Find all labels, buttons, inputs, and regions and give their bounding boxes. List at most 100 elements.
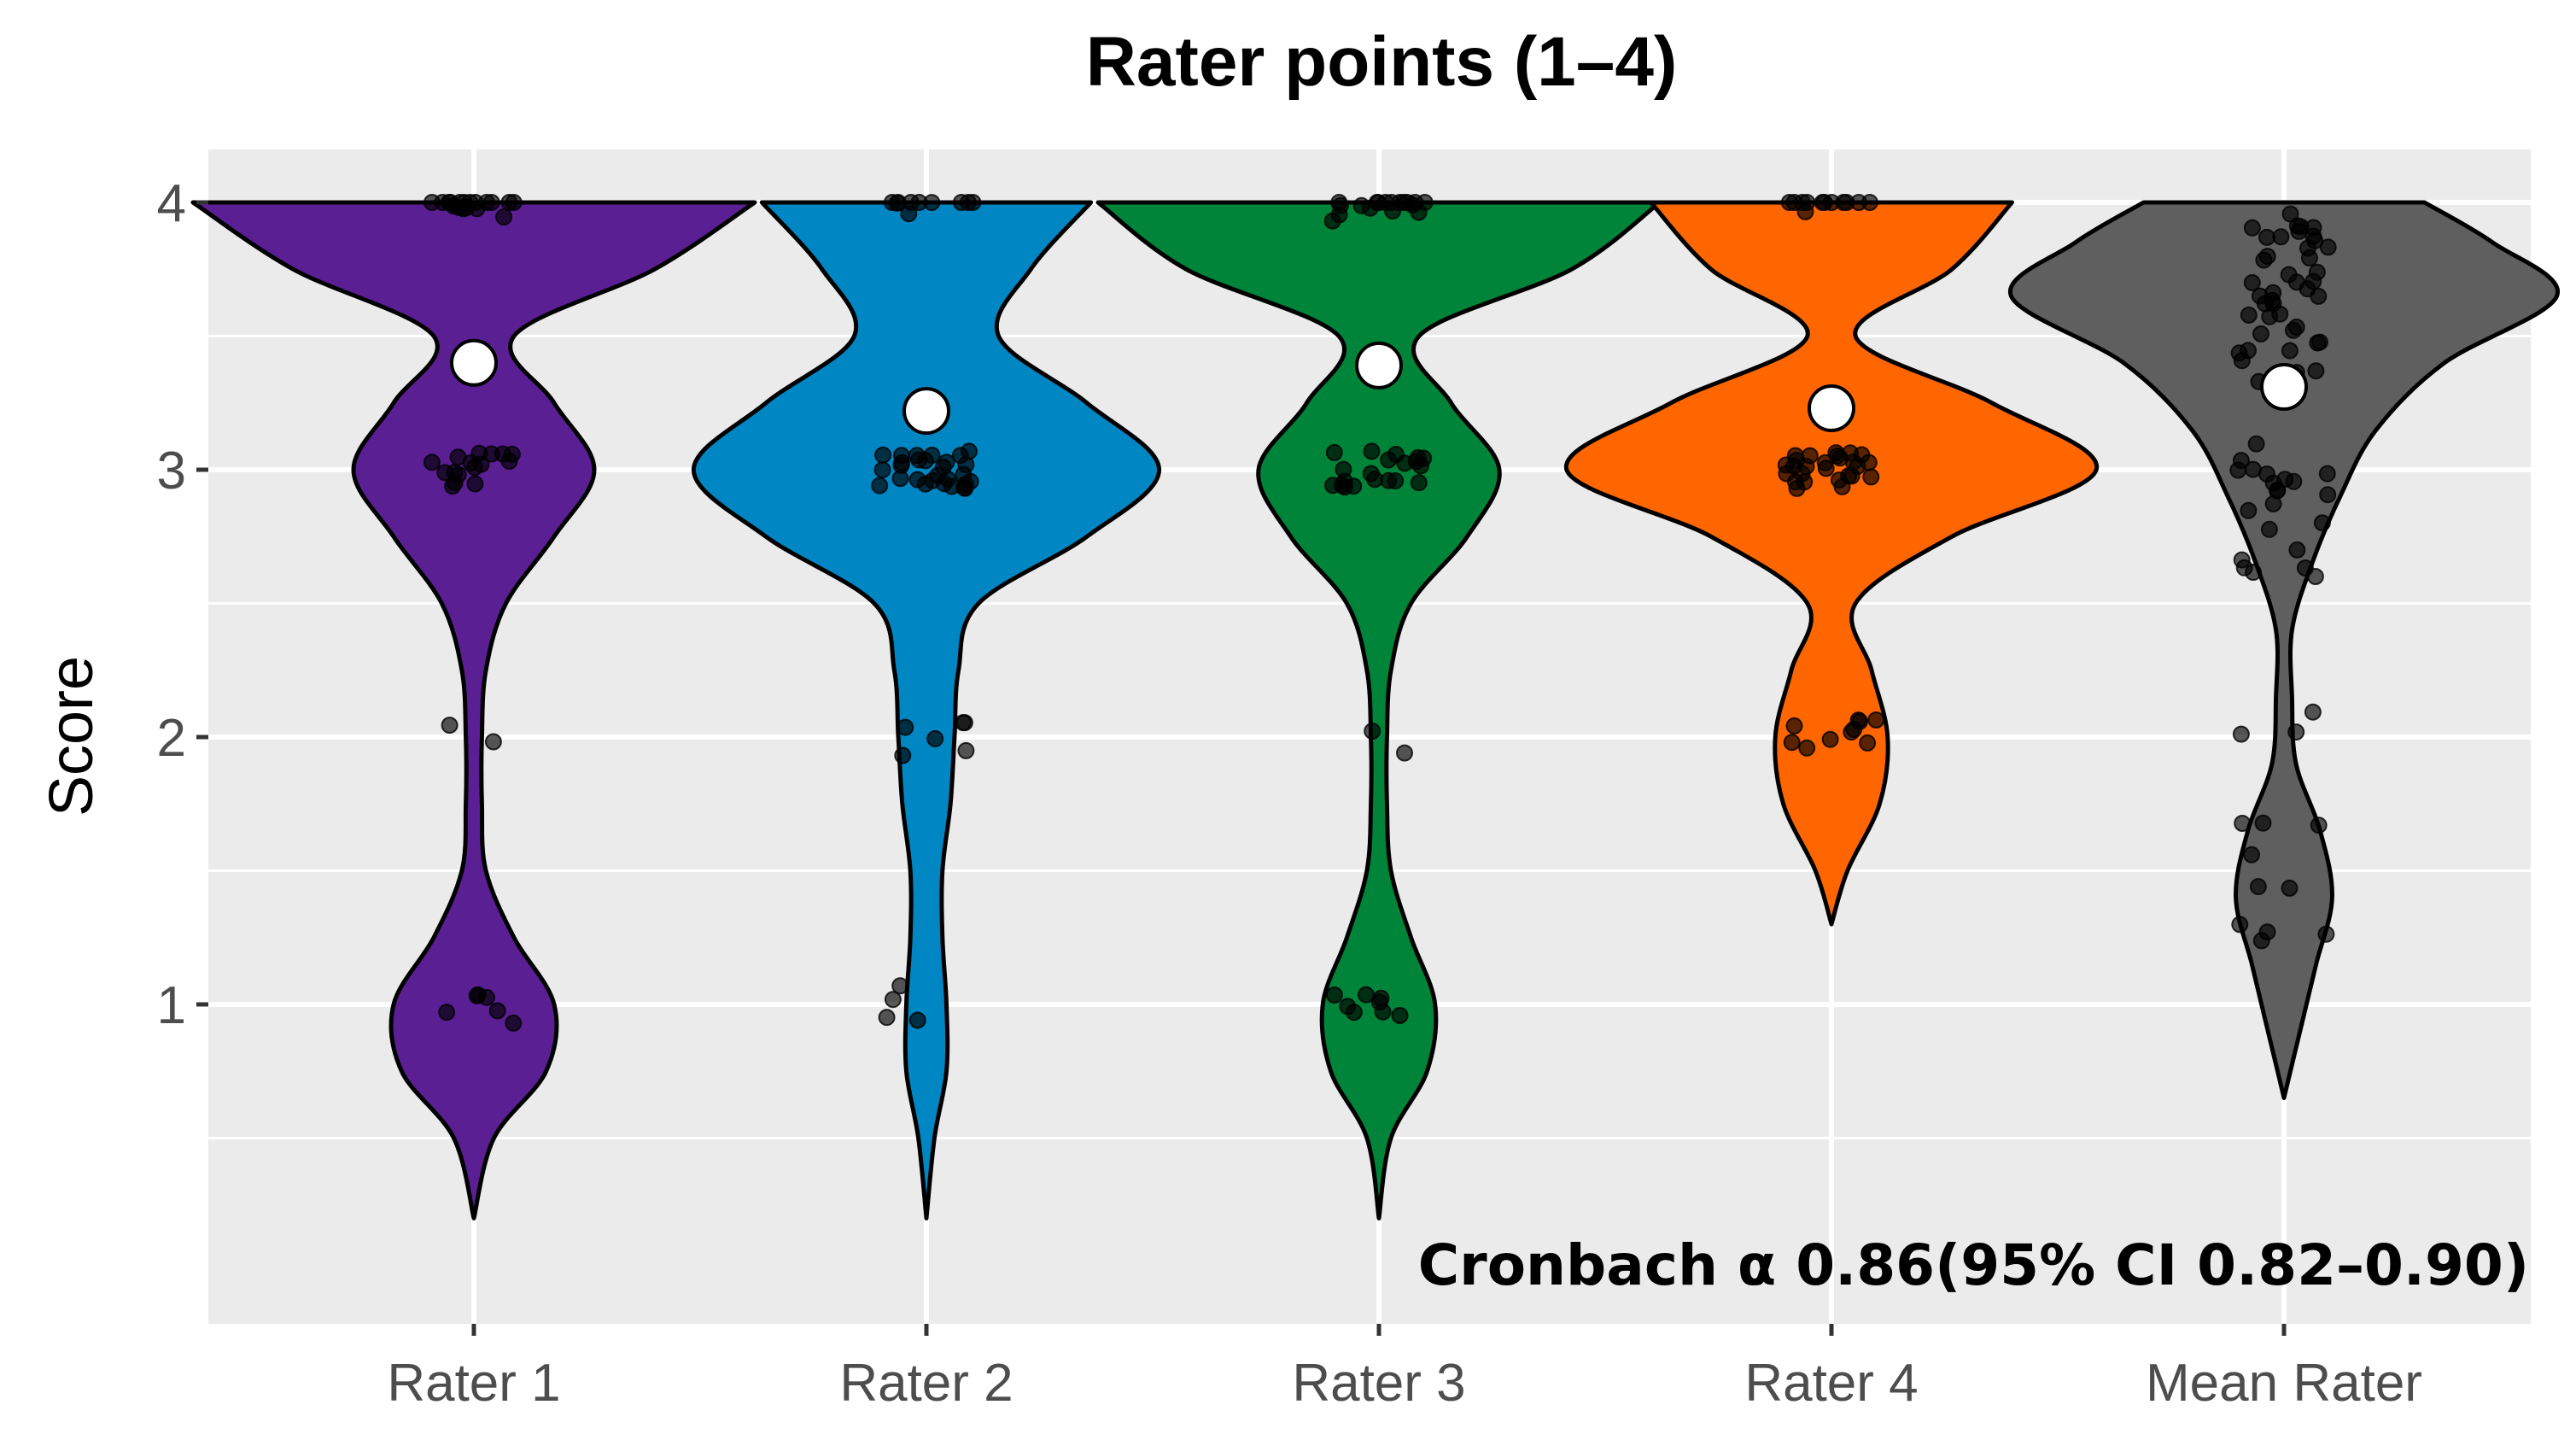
data-point xyxy=(1345,477,1363,495)
mean-marker xyxy=(902,387,950,436)
data-point xyxy=(1860,194,1878,211)
data-point xyxy=(423,454,441,471)
data-point xyxy=(2281,879,2299,897)
data-point xyxy=(2304,219,2322,237)
data-point xyxy=(2288,541,2306,559)
data-point xyxy=(2254,814,2272,832)
data-point xyxy=(2252,325,2269,342)
data-point xyxy=(1843,723,1860,741)
data-point xyxy=(908,447,926,465)
data-point xyxy=(2287,273,2305,291)
data-point xyxy=(2231,916,2249,934)
data-point xyxy=(2258,228,2275,246)
data-point xyxy=(1363,442,1381,460)
data-point xyxy=(2272,228,2290,246)
x-tick-label: Mean Rater xyxy=(2146,1354,2422,1413)
y-axis-title: Score xyxy=(38,656,106,817)
data-point xyxy=(2233,551,2251,569)
data-point xyxy=(2243,219,2261,237)
data-point xyxy=(1345,1004,1363,1021)
data-point xyxy=(929,466,947,484)
data-point xyxy=(2263,291,2281,309)
x-tick-label: Rater 4 xyxy=(1744,1354,1918,1413)
data-point xyxy=(2307,362,2325,380)
data-point xyxy=(488,1002,506,1020)
data-point xyxy=(1332,196,1349,214)
data-point xyxy=(926,729,944,747)
y-tick-label: 1 xyxy=(157,976,186,1035)
mean-marker xyxy=(1808,384,1855,432)
data-point xyxy=(2317,925,2335,943)
data-point xyxy=(2269,482,2286,500)
data-point xyxy=(871,477,889,495)
data-point xyxy=(908,1011,926,1029)
data-point xyxy=(2308,263,2326,281)
data-point xyxy=(2271,305,2289,323)
data-point xyxy=(957,476,975,494)
mean-markers xyxy=(450,338,2308,436)
data-point xyxy=(1357,986,1375,1004)
data-point xyxy=(466,475,484,493)
data-point xyxy=(923,447,941,464)
data-point xyxy=(484,733,502,751)
data-point xyxy=(878,1009,896,1027)
x-tick-label: Rater 3 xyxy=(1292,1354,1465,1413)
data-point xyxy=(2240,501,2258,519)
mean-marker xyxy=(2260,363,2308,411)
data-point xyxy=(2232,725,2250,743)
cronbach-annotation: Cronbach α 0.86(95% CI 0.82–0.90) xyxy=(1418,1232,2529,1298)
data-point xyxy=(1415,449,1433,467)
data-point xyxy=(1325,986,1343,1004)
data-point xyxy=(888,194,906,212)
data-point xyxy=(1793,194,1811,211)
data-point xyxy=(438,1004,456,1021)
data-point xyxy=(2319,486,2337,504)
data-point xyxy=(938,454,955,471)
x-tick-label: Rater 2 xyxy=(839,1354,1013,1413)
data-point xyxy=(1374,1003,1392,1021)
y-tick-label: 3 xyxy=(157,442,186,500)
data-point xyxy=(436,464,454,482)
data-point xyxy=(495,208,513,225)
data-point xyxy=(2233,352,2251,370)
data-point xyxy=(1325,443,1343,461)
data-point xyxy=(1391,1007,1409,1024)
data-point xyxy=(891,977,909,995)
data-point xyxy=(2285,472,2303,490)
data-point xyxy=(470,444,488,462)
data-point xyxy=(960,194,977,211)
data-point xyxy=(2281,342,2299,360)
data-point xyxy=(897,718,914,736)
data-point xyxy=(2240,306,2258,324)
data-point xyxy=(908,471,926,489)
data-point xyxy=(466,459,483,477)
data-point xyxy=(1396,454,1414,472)
data-point xyxy=(1382,194,1400,211)
data-point xyxy=(2310,817,2328,834)
violin-mean-rater xyxy=(2007,200,2561,1100)
data-point xyxy=(2287,723,2305,741)
data-point xyxy=(2318,465,2336,483)
data-point xyxy=(2319,238,2337,256)
data-point xyxy=(2260,520,2278,538)
data-point xyxy=(2306,568,2324,585)
data-point xyxy=(1323,212,1341,230)
y-tick-label: 4 xyxy=(157,174,186,233)
data-point xyxy=(2249,878,2267,896)
data-point xyxy=(900,205,918,223)
data-point xyxy=(1396,744,1413,762)
data-point xyxy=(1786,473,1804,491)
data-point xyxy=(1827,444,1845,462)
chart-title: Rater points (1–4) xyxy=(1086,23,1678,101)
data-point xyxy=(505,1014,523,1032)
data-point xyxy=(449,448,467,466)
data-point xyxy=(873,461,891,479)
data-point xyxy=(1380,471,1398,489)
data-point xyxy=(1862,468,1880,486)
data-point xyxy=(2245,564,2262,581)
data-point xyxy=(2288,217,2306,235)
data-point xyxy=(2258,923,2276,941)
y-axis: 1 2 3 4 xyxy=(157,174,208,1035)
data-point xyxy=(1859,734,1877,752)
data-point xyxy=(2243,274,2261,291)
